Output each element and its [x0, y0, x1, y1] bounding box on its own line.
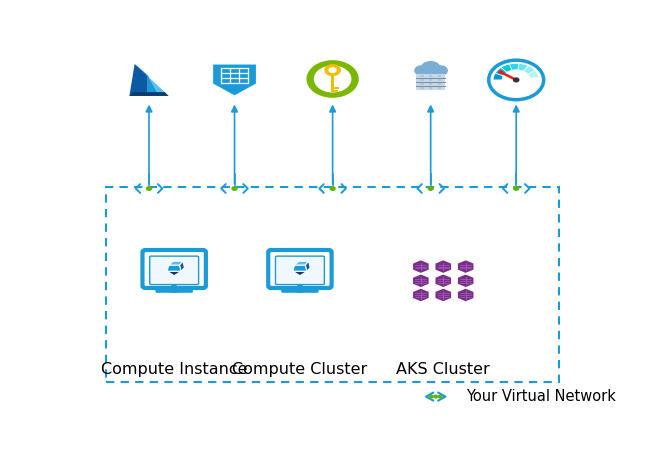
Polygon shape [429, 79, 432, 81]
Polygon shape [457, 274, 474, 288]
Circle shape [430, 395, 433, 398]
Circle shape [328, 67, 337, 73]
Polygon shape [412, 274, 430, 288]
Polygon shape [129, 64, 148, 96]
Circle shape [232, 187, 237, 190]
Polygon shape [416, 74, 445, 90]
Polygon shape [438, 75, 441, 78]
Polygon shape [435, 259, 452, 274]
Wedge shape [501, 64, 516, 80]
Polygon shape [429, 87, 432, 89]
Polygon shape [293, 265, 307, 271]
Circle shape [434, 395, 437, 398]
Polygon shape [180, 261, 184, 271]
Circle shape [306, 60, 359, 98]
Circle shape [313, 65, 352, 93]
Text: Your Virtual Network: Your Virtual Network [466, 389, 616, 404]
Circle shape [330, 187, 335, 190]
Polygon shape [295, 261, 309, 265]
Polygon shape [457, 259, 474, 274]
FancyBboxPatch shape [275, 256, 324, 284]
Text: Compute Instance: Compute Instance [101, 362, 247, 377]
Polygon shape [334, 90, 338, 92]
Polygon shape [134, 64, 169, 96]
Polygon shape [429, 75, 432, 78]
Polygon shape [438, 83, 441, 86]
Polygon shape [331, 75, 334, 92]
Polygon shape [169, 261, 183, 265]
Circle shape [514, 187, 519, 190]
Text: AKS Cluster: AKS Cluster [397, 362, 490, 377]
Polygon shape [148, 75, 160, 96]
Polygon shape [412, 288, 430, 302]
Circle shape [414, 65, 429, 76]
Circle shape [428, 187, 433, 190]
FancyBboxPatch shape [143, 250, 206, 288]
Wedge shape [509, 63, 519, 80]
Polygon shape [129, 92, 169, 96]
Polygon shape [213, 64, 256, 95]
Circle shape [324, 64, 341, 76]
FancyBboxPatch shape [268, 250, 332, 288]
Polygon shape [305, 261, 310, 271]
Polygon shape [438, 79, 441, 81]
Polygon shape [293, 271, 307, 275]
Wedge shape [516, 70, 539, 80]
Wedge shape [516, 63, 528, 80]
Polygon shape [421, 83, 424, 86]
FancyBboxPatch shape [150, 256, 199, 284]
Polygon shape [421, 87, 424, 89]
Circle shape [421, 61, 441, 75]
Circle shape [434, 65, 448, 76]
Polygon shape [421, 79, 424, 81]
Polygon shape [167, 265, 181, 271]
Text: Compute Cluster: Compute Cluster [232, 362, 367, 377]
Polygon shape [429, 83, 432, 86]
Polygon shape [412, 259, 430, 274]
Polygon shape [435, 288, 452, 302]
Polygon shape [435, 274, 452, 288]
Circle shape [489, 60, 544, 100]
Circle shape [438, 395, 442, 398]
Polygon shape [167, 271, 181, 275]
Circle shape [513, 78, 519, 82]
Polygon shape [416, 70, 448, 71]
Polygon shape [421, 75, 424, 78]
Circle shape [499, 71, 502, 73]
Wedge shape [493, 73, 516, 80]
Circle shape [147, 187, 151, 190]
Wedge shape [516, 66, 535, 80]
FancyBboxPatch shape [106, 187, 559, 382]
Polygon shape [457, 288, 474, 302]
Circle shape [502, 70, 531, 90]
Wedge shape [502, 70, 531, 80]
FancyBboxPatch shape [156, 288, 193, 293]
Polygon shape [334, 87, 339, 89]
FancyBboxPatch shape [281, 288, 319, 293]
Polygon shape [438, 87, 441, 89]
Wedge shape [495, 68, 516, 80]
